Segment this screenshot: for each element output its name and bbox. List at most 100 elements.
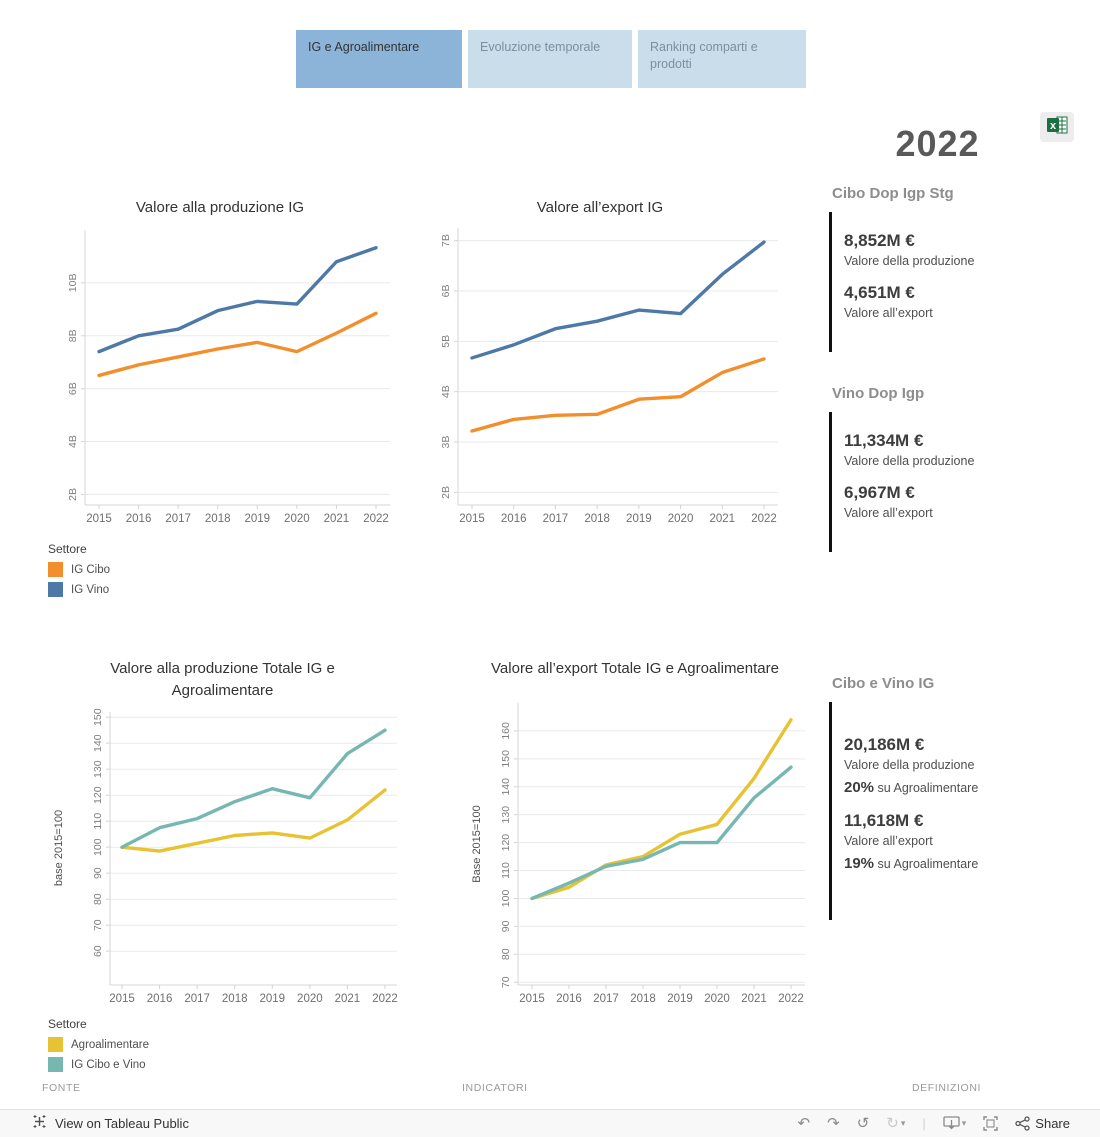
tab-ig-e-agroalimentare[interactable]: IG e Agroalimentare [296, 30, 462, 88]
svg-text:70: 70 [500, 976, 512, 988]
svg-text:5B: 5B [440, 335, 452, 348]
redo-icon[interactable]: ↷ [827, 1115, 840, 1132]
svg-text:2021: 2021 [709, 513, 735, 525]
svg-text:4B: 4B [440, 385, 452, 398]
svg-text:2022: 2022 [372, 993, 398, 1005]
legend-item-agroalimentare[interactable]: Agroalimentare [48, 1037, 149, 1052]
chart-export-totale-plot[interactable]: 70 80 90 100 110 120 130 140 150 160 2015 2016 2017 2… [455, 658, 815, 1013]
stat-label: Valore all’export [844, 306, 933, 320]
legend-item-ig-cibo[interactable]: IG Cibo [48, 562, 110, 577]
tableau-toolbar: View on Tableau Public ↶ ↷ ↺ ↻ ▾ | ▾ [0, 1109, 1100, 1137]
legend-item-label: IG Vino [71, 583, 110, 596]
svg-text:2019: 2019 [626, 513, 652, 525]
stat-label: Valore all’export [844, 506, 933, 520]
svg-text:x: x [1049, 120, 1056, 132]
stat-label: Valore della produzione [844, 758, 975, 772]
chart-export-ig-plot[interactable]: 2B 3B 4B 5B 6B 7B 2015 2016 2017 2018 2019 2020 2021… [420, 197, 780, 542]
panel-vino-dop-igp: Vino Dop Igp 11,334M € Valore della prod… [829, 385, 1019, 552]
legend-settore-totale: Settore Agroalimentare IG Cibo e Vino [48, 1017, 149, 1077]
reset-icon[interactable]: ↺ [856, 1115, 870, 1132]
svg-text:2020: 2020 [284, 513, 310, 525]
link-definizioni[interactable]: DEFINIZIONI [912, 1082, 982, 1094]
svg-text:2016: 2016 [556, 993, 582, 1005]
svg-text:2022: 2022 [751, 513, 777, 525]
svg-text:2015: 2015 [86, 513, 112, 525]
stat-label: Valore all’export [844, 834, 933, 848]
panel-header: Cibo Dop Igp Stg [832, 185, 954, 202]
chart-produzione-ig-plot[interactable]: 2B 4B 6B 8B 10B 2015 2016 2017 2018 2019 2020 2021 2… [45, 197, 395, 542]
chart-produzione-totale: Valore alla produzione Totale IG e Agroa… [45, 658, 400, 1013]
svg-text:2021: 2021 [335, 993, 361, 1005]
tab-ranking-comparti[interactable]: Ranking comparti e prodotti [638, 30, 806, 88]
legend-item-label: IG Cibo [71, 563, 110, 576]
chart-export-totale: Valore all’export Totale IG e Agroalimen… [455, 658, 815, 1013]
stat-value: 11,334M € [844, 431, 924, 450]
legend-item-ig-vino[interactable]: IG Vino [48, 582, 110, 597]
chart-produzione-totale-plot[interactable]: 60 70 80 90 100 110 120 130 140 150 2015 2016 2017 20… [45, 658, 400, 1013]
svg-text:90: 90 [500, 920, 512, 932]
excel-export-button[interactable]: x [1040, 112, 1074, 142]
svg-text:140: 140 [500, 778, 512, 796]
svg-text:150: 150 [500, 750, 512, 768]
svg-text:2B: 2B [440, 486, 452, 499]
svg-text:2019: 2019 [667, 993, 693, 1005]
svg-text:6B: 6B [440, 285, 452, 298]
svg-text:2016: 2016 [501, 513, 527, 525]
chart-title: Valore alla produzione IG [135, 199, 305, 216]
svg-text:8B: 8B [67, 329, 79, 342]
chart-export-ig: Valore all’export IG 2B 3B 4B 5B 6B 7B 2015 201… [420, 197, 780, 542]
svg-text:2019: 2019 [244, 513, 270, 525]
year-title: 2022 [895, 123, 980, 164]
legend-swatch-orange [48, 562, 63, 577]
panel-cibo-dop-igp-stg: Cibo Dop Igp Stg 8,852M € Valore della p… [829, 185, 1019, 352]
excel-icon: x [1046, 116, 1068, 139]
legend-item-ig-cibo-e-vino[interactable]: IG Cibo e Vino [48, 1057, 149, 1072]
panel-cibo-e-vino-ig: Cibo e Vino IG 20,186M € Valore della pr… [829, 675, 1019, 920]
svg-text:150: 150 [92, 708, 104, 726]
replay-icon[interactable]: ↻ ▾ [886, 1115, 906, 1132]
undo-icon[interactable]: ↶ [797, 1115, 811, 1132]
svg-text:2019: 2019 [259, 993, 285, 1005]
svg-text:4B: 4B [67, 435, 79, 448]
svg-text:3B: 3B [440, 436, 452, 449]
view-on-tableau-public-label: View on Tableau Public [55, 1116, 189, 1131]
chart-title: Valore all’export Totale IG e Agroalimen… [491, 660, 779, 677]
legend-item-label: Agroalimentare [71, 1038, 149, 1051]
svg-text:100: 100 [92, 838, 104, 856]
svg-text:130: 130 [92, 760, 104, 778]
stat-label: Valore della produzione [844, 254, 975, 268]
svg-text:110: 110 [500, 862, 512, 879]
chart-produzione-ig: Valore alla produzione IG 2B 4B 6B 8B 10B 201… [45, 197, 395, 542]
stat-value: 8,852M € [844, 231, 915, 250]
stat-percent: 20% su Agroalimentare [844, 779, 979, 796]
download-icon[interactable]: ▾ [943, 1116, 966, 1131]
svg-text:80: 80 [92, 893, 104, 905]
svg-text:2015: 2015 [459, 513, 485, 525]
tab-evoluzione-temporale[interactable]: Evoluzione temporale [468, 30, 632, 88]
link-fonte[interactable]: FONTE [42, 1082, 81, 1094]
legend-title: Settore [48, 542, 87, 556]
link-indicatori[interactable]: INDICATORI [462, 1082, 528, 1094]
panel-header: Vino Dop Igp [832, 385, 925, 402]
svg-text:7B: 7B [440, 234, 452, 247]
svg-text:2016: 2016 [147, 993, 173, 1005]
view-on-tableau-public-link[interactable]: View on Tableau Public [32, 1114, 189, 1134]
svg-text:2B: 2B [67, 488, 79, 501]
svg-text:2018: 2018 [630, 993, 656, 1005]
svg-text:2015: 2015 [519, 993, 545, 1005]
svg-text:2017: 2017 [165, 513, 191, 525]
fullscreen-icon[interactable] [983, 1116, 998, 1131]
legend-title: Settore [48, 1017, 87, 1031]
stat-value: 4,651M € [844, 283, 915, 302]
svg-text:base 2015=100: base 2015=100 [53, 810, 65, 886]
stat-value: 6,967M € [844, 483, 915, 502]
svg-text:2016: 2016 [126, 513, 152, 525]
legend-settore-ig: Settore IG Cibo IG Vino [48, 542, 110, 602]
legend-item-label: IG Cibo e Vino [71, 1058, 146, 1071]
share-button[interactable]: Share [1015, 1116, 1070, 1131]
svg-text:90: 90 [92, 867, 104, 879]
legend-swatch-blue [48, 582, 63, 597]
panel-header: Cibo e Vino IG [832, 675, 935, 692]
svg-text:2017: 2017 [543, 513, 569, 525]
